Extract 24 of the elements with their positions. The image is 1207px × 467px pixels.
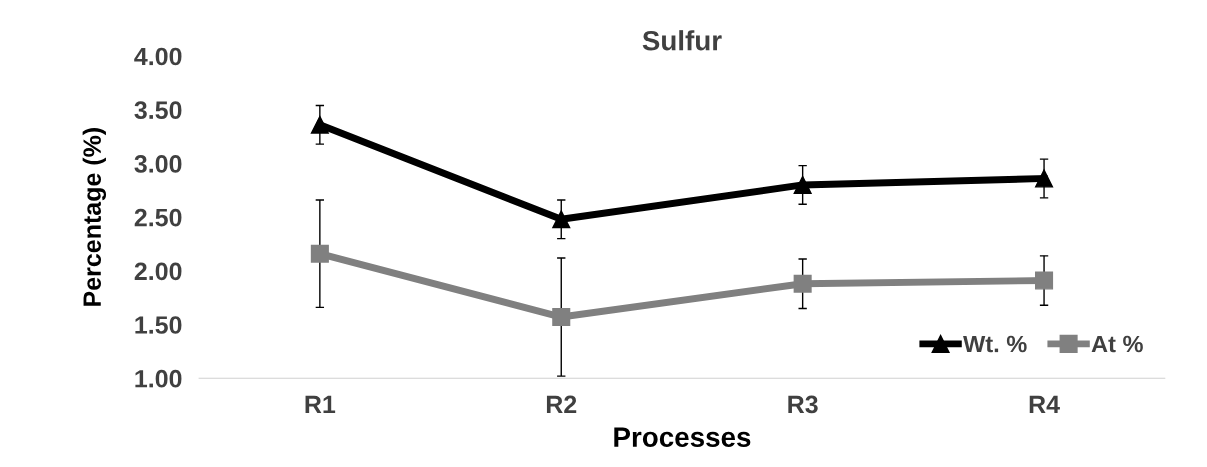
x-tick-label: R1 [305, 395, 336, 414]
legend-label: At % [1091, 335, 1143, 353]
y-tick-label: 2.00 [134, 262, 182, 281]
point [552, 210, 571, 229]
x-axis-title: Processes [614, 427, 751, 447]
point [310, 115, 329, 134]
y-tick-label: 1.50 [135, 316, 182, 334]
y-tick-label: 3.00 [134, 155, 182, 173]
x-tick-label: R4 [1029, 395, 1060, 414]
point [310, 244, 329, 263]
y-tick-label: 4.00 [134, 47, 182, 66]
y-tick-label: 3.50 [134, 101, 182, 120]
point [793, 175, 812, 194]
x-tick-label: R3 [788, 395, 818, 414]
point [793, 274, 812, 293]
x-tick-label: R2 [546, 395, 577, 414]
point [1035, 271, 1054, 290]
y-tick-label: 1.00 [135, 369, 182, 388]
chart-title: Sulfur [642, 30, 722, 51]
legend-label: Wt. % [963, 335, 1027, 353]
y-axis-title: Percentage (%) [82, 128, 107, 306]
y-tick-label: 2.50 [134, 208, 182, 227]
point [1035, 169, 1054, 188]
point [552, 308, 571, 327]
